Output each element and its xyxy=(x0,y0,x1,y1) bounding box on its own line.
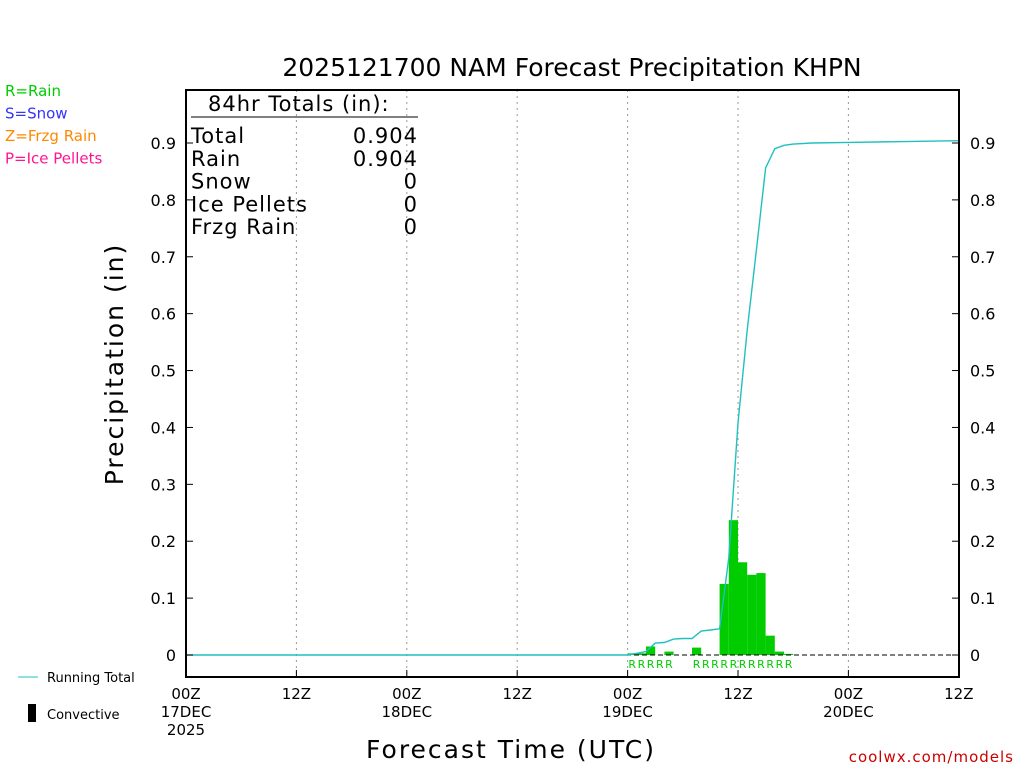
y-tick-label-right: 0.8 xyxy=(970,191,995,210)
totals-row-value: 0.904 xyxy=(353,147,418,171)
precip-bar xyxy=(664,651,674,655)
y-tick-label-right: 0.2 xyxy=(970,532,995,551)
y-tick-label-right: 0.4 xyxy=(970,418,995,437)
y-tick-label-left: 0.3 xyxy=(151,475,176,494)
y-tick-label-left: 0 xyxy=(166,646,176,665)
x-tick-label: 12Z xyxy=(503,685,532,703)
y-tick-label-left: 0.5 xyxy=(151,362,176,381)
precip-type-marker: R xyxy=(766,658,774,671)
x-tick-label: 00Z xyxy=(834,685,863,703)
y-tick-label-left: 0.7 xyxy=(151,248,176,267)
x-tick-label: 12Z xyxy=(944,685,973,703)
precip-type-legend-item: Z=Frzg Rain xyxy=(5,127,97,145)
plot-frame xyxy=(185,89,960,678)
credit-text: coolwx.com/models xyxy=(849,748,1014,766)
precip-type-marker: R xyxy=(720,658,728,671)
y-tick-label-right: 0.3 xyxy=(970,475,995,494)
x-tick-label: 00Z xyxy=(613,685,642,703)
precip-type-marker: R xyxy=(739,658,747,671)
y-tick-label-left: 0.2 xyxy=(151,532,176,551)
precip-bar xyxy=(719,583,729,655)
totals-row-label: Rain xyxy=(191,147,241,171)
precip-type-legend-item: S=Snow xyxy=(5,105,68,123)
totals-row-label: Snow xyxy=(191,170,252,194)
precip-bar xyxy=(728,520,738,655)
x-tick-label: 2025 xyxy=(167,721,205,739)
x-tick-label: 19DEC xyxy=(602,703,653,721)
precip-bar xyxy=(692,647,702,655)
y-tick-label-left: 0.1 xyxy=(151,589,176,608)
y-tick-label-left: 0.6 xyxy=(151,305,176,324)
x-tick-label: 00Z xyxy=(171,685,200,703)
precip-type-marker: R xyxy=(638,658,646,671)
precip-bar xyxy=(765,635,775,655)
vertical-gridlines xyxy=(295,90,849,677)
x-tick-label: 18DEC xyxy=(382,703,433,721)
totals-row-label: Total xyxy=(190,124,245,148)
precip-type-marker: R xyxy=(693,658,701,671)
totals-row-value: 0 xyxy=(404,192,418,216)
precip-type-marker: R xyxy=(748,658,756,671)
y-tick-label-left: 0.4 xyxy=(151,418,176,437)
x-tick-label: 12Z xyxy=(282,685,311,703)
y-axis-label: Precipitation (in) xyxy=(100,243,129,486)
y-axis-left: 0 0.1 0.2 0.3 0.4 0.5 0.6 0.7 0.8 0.9 xyxy=(151,134,193,665)
totals-box: 84hr Totals (in): Total 0.904 Rain 0.904 Sno… xyxy=(190,92,418,239)
x-tick-label: 00Z xyxy=(392,685,421,703)
precip-type-marker: R xyxy=(702,658,710,671)
precip-bar xyxy=(784,653,794,655)
precip-type-marker: R xyxy=(711,658,719,671)
x-axis-label: Forecast Time (UTC) xyxy=(366,735,656,764)
precip-type-marker: R xyxy=(776,658,784,671)
x-tick-label: 20DEC xyxy=(823,703,874,721)
precip-type-marker: R xyxy=(757,658,765,671)
precip-type-legend: R=Rain S=Snow Z=Frzg Rain P=Ice Pellets xyxy=(5,82,102,168)
totals-row-value: 0 xyxy=(404,215,418,239)
precip-bar xyxy=(646,646,656,655)
totals-heading: 84hr Totals (in): xyxy=(208,92,390,116)
precip-type-marker: R xyxy=(665,658,673,671)
totals-row-label: Ice Pellets xyxy=(191,192,308,216)
y-tick-label-right: 0 xyxy=(970,646,980,665)
bottom-legend: Running Total Convective xyxy=(18,671,135,723)
precip-type-marker: R xyxy=(656,658,664,671)
precip-type-marker: R xyxy=(647,658,655,671)
chart-title: 2025121700 NAM Forecast Precipitation KH… xyxy=(282,53,861,82)
precip-type-marker: R xyxy=(785,658,793,671)
totals-rows: Total 0.904 Rain 0.904 Snow 0 Ice Pellets 0 Frzg… xyxy=(190,124,418,239)
totals-row-value: 0 xyxy=(404,170,418,194)
y-tick-label-right: 0.7 xyxy=(970,248,995,267)
convective-swatch xyxy=(28,704,36,722)
precip-bar xyxy=(756,573,766,655)
y-tick-label-left: 0.8 xyxy=(151,191,176,210)
running-total-line xyxy=(186,140,959,656)
precip-type-legend-item: P=Ice Pellets xyxy=(5,150,102,168)
y-tick-label-left: 0.9 xyxy=(151,134,176,153)
precip-type-marker: R xyxy=(628,658,636,671)
precip-bar xyxy=(747,574,757,655)
x-tick-label: 17DEC xyxy=(161,703,212,721)
totals-row-value: 0.904 xyxy=(353,124,418,148)
totals-row-label: Frzg Rain xyxy=(191,215,296,239)
y-tick-label-right: 0.5 xyxy=(970,362,995,381)
precip-type-legend-item: R=Rain xyxy=(5,82,61,100)
precip-bars xyxy=(627,520,794,655)
x-tick-label: 12Z xyxy=(723,685,752,703)
y-tick-label-right: 0.1 xyxy=(970,589,995,608)
running-total-label: Running Total xyxy=(47,671,135,686)
convective-label: Convective xyxy=(47,708,120,723)
y-tick-label-right: 0.6 xyxy=(970,305,995,324)
precip-type-marker: R xyxy=(730,658,738,671)
precip-bar xyxy=(774,651,784,655)
precip-bar xyxy=(636,653,646,655)
y-axis-right: 0 0.1 0.2 0.3 0.4 0.5 0.6 0.7 0.8 0.9 xyxy=(952,134,995,665)
precip-bar xyxy=(738,562,748,655)
y-tick-label-right: 0.9 xyxy=(970,134,995,153)
